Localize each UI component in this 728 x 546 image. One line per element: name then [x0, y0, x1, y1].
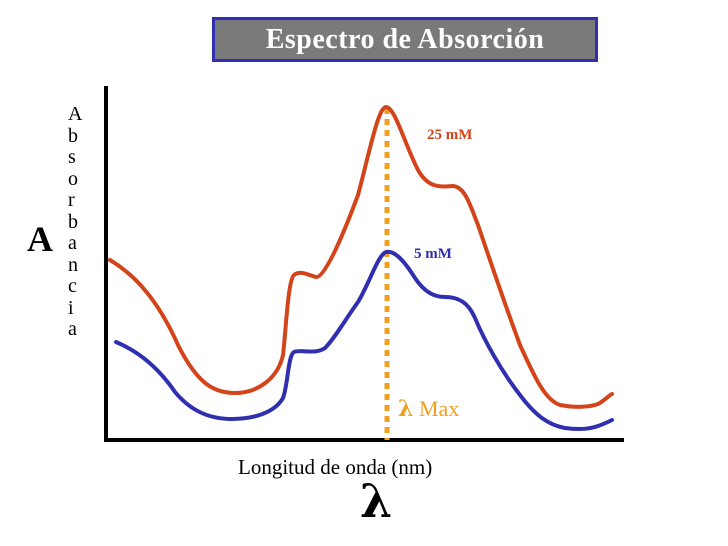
y-axis-letter: r [68, 189, 75, 211]
y-axis-letter: n [68, 253, 78, 276]
curve-25mM [108, 104, 614, 409]
title-text: Espectro de Absorción [265, 23, 545, 55]
y-axis-letter: b [68, 210, 78, 233]
y-axis-letter: a [68, 318, 77, 340]
series-label-25mM: 25 mM [427, 127, 473, 143]
lambda-max-text: Max [418, 396, 460, 421]
series-label-5mM: 5 mM [414, 246, 452, 262]
y-axis-letter: b [68, 124, 78, 147]
y-axis-letter: A [68, 103, 83, 125]
lambda-max-label: λ Max [398, 396, 459, 422]
y-axis-letter: c [68, 275, 77, 297]
title-banner: Espectro de Absorción [212, 17, 598, 62]
y-axis-letter: o [68, 167, 78, 190]
lambda-max-symbol: λ [398, 396, 414, 422]
y-axis-symbol: A [27, 219, 53, 259]
y-axis-label: A b s o r b a n c i a [68, 103, 88, 341]
curve-5mM [114, 249, 614, 432]
x-axis-label: Longitud de onda (nm) [238, 455, 433, 479]
x-axis-symbol: λ [360, 474, 393, 528]
y-axis-letter: i [68, 296, 74, 319]
y-axis-letter: s [68, 146, 76, 168]
y-axis-letter: a [68, 232, 77, 254]
